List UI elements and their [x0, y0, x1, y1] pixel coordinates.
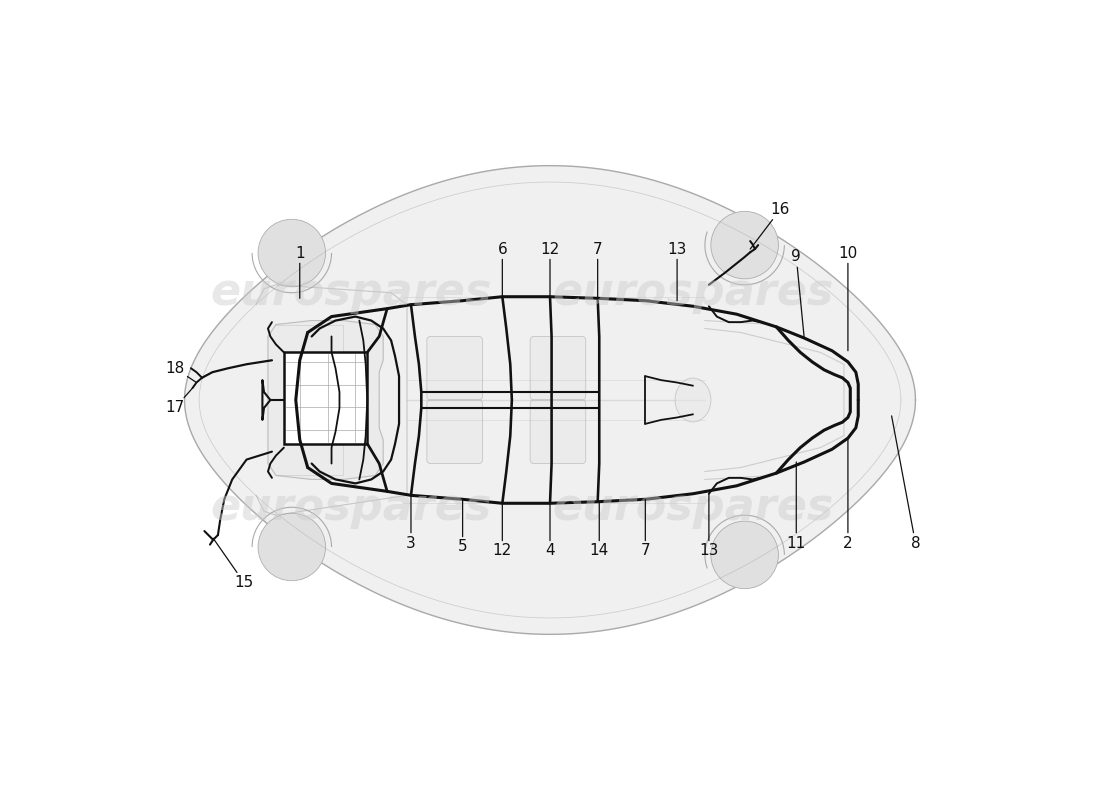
Text: 4: 4 [546, 503, 554, 558]
Text: 5: 5 [458, 499, 468, 554]
Ellipse shape [711, 521, 779, 589]
Ellipse shape [258, 514, 326, 581]
Ellipse shape [675, 378, 711, 422]
Text: 17: 17 [165, 388, 192, 415]
Ellipse shape [711, 211, 779, 279]
FancyBboxPatch shape [530, 337, 585, 400]
Text: 11: 11 [786, 462, 806, 550]
Text: 2: 2 [843, 438, 852, 550]
FancyBboxPatch shape [284, 352, 367, 444]
Text: 1: 1 [295, 246, 305, 298]
Text: 15: 15 [213, 538, 254, 590]
Text: 10: 10 [838, 246, 858, 350]
Text: 7: 7 [593, 242, 603, 298]
FancyBboxPatch shape [530, 400, 585, 463]
Polygon shape [185, 166, 915, 634]
FancyBboxPatch shape [427, 337, 483, 400]
Text: 7: 7 [640, 499, 650, 558]
Text: 9: 9 [791, 250, 804, 338]
Text: 12: 12 [493, 503, 512, 558]
Text: 16: 16 [750, 202, 790, 249]
Text: eurospares: eurospares [552, 486, 834, 529]
Text: 3: 3 [406, 495, 416, 550]
FancyBboxPatch shape [427, 400, 483, 463]
Text: 18: 18 [165, 361, 197, 382]
Text: 8: 8 [892, 416, 921, 550]
Text: eurospares: eurospares [211, 486, 492, 529]
Text: eurospares: eurospares [211, 271, 492, 314]
Text: 14: 14 [590, 502, 609, 558]
Ellipse shape [258, 219, 326, 286]
Text: 13: 13 [700, 494, 718, 558]
Text: 12: 12 [540, 242, 560, 297]
Polygon shape [268, 321, 383, 479]
Text: eurospares: eurospares [552, 271, 834, 314]
Text: 6: 6 [497, 242, 507, 297]
Text: 13: 13 [668, 242, 686, 301]
